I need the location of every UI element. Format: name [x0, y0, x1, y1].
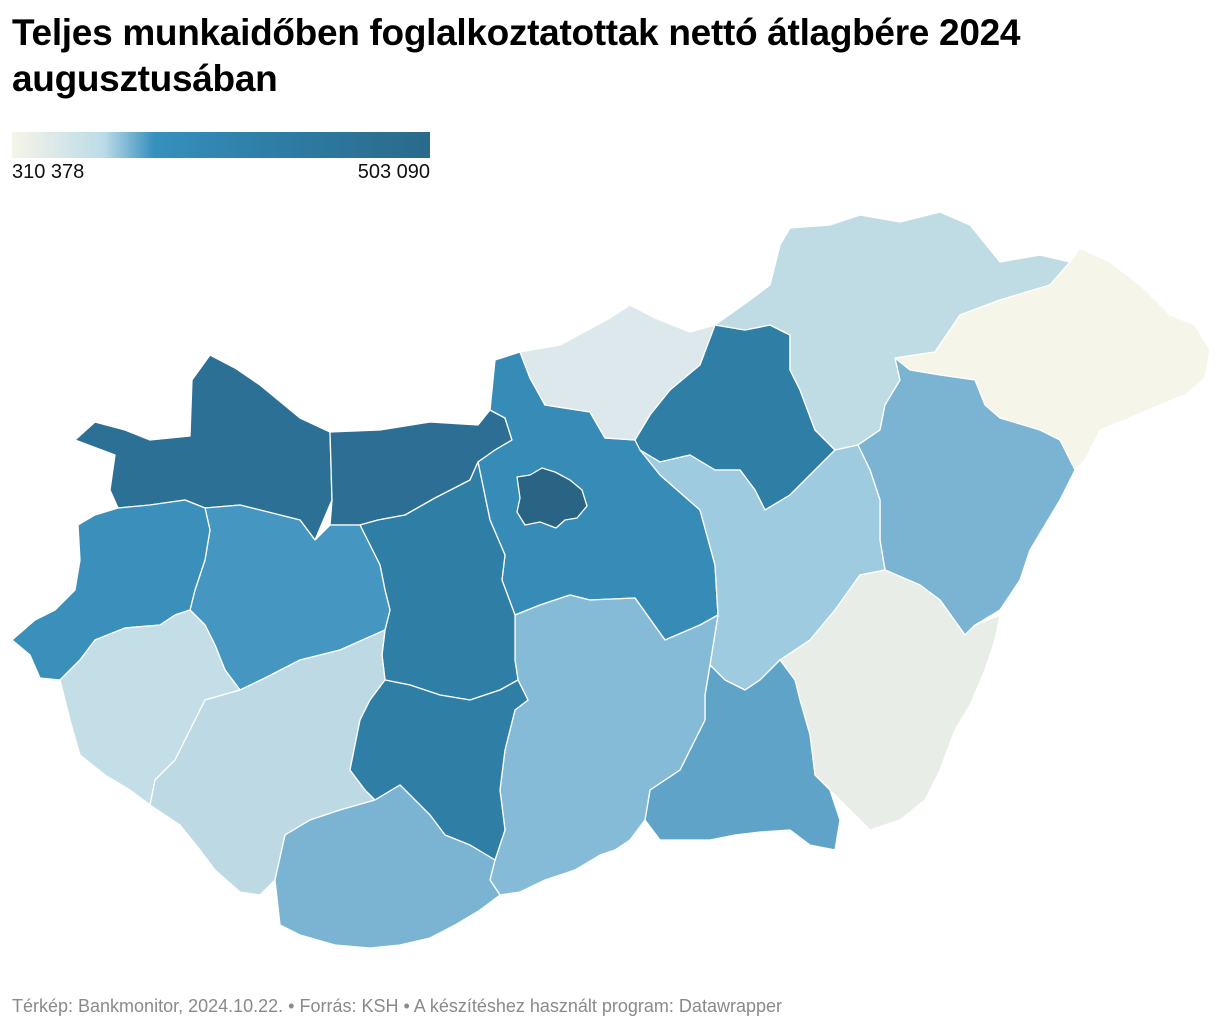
county-bacs-kiskun[interactable] — [489, 594, 719, 896]
county-baranya[interactable] — [274, 784, 501, 949]
color-legend: 310 378 503 090 — [12, 132, 430, 189]
legend-labels: 310 378 503 090 — [12, 161, 430, 189]
map-footer-credits: Térkép: Bankmonitor, 2024.10.22. • Forrá… — [12, 996, 782, 1016]
map-title: Teljes munkaidőben foglalkoztatottak net… — [12, 12, 1021, 99]
legend-gradient-bar — [12, 132, 430, 158]
legend-min-label: 310 378 — [12, 161, 85, 183]
legend-max-label: 503 090 — [357, 161, 430, 183]
county-bekes[interactable] — [779, 569, 1001, 831]
county-budapest[interactable] — [516, 467, 588, 529]
